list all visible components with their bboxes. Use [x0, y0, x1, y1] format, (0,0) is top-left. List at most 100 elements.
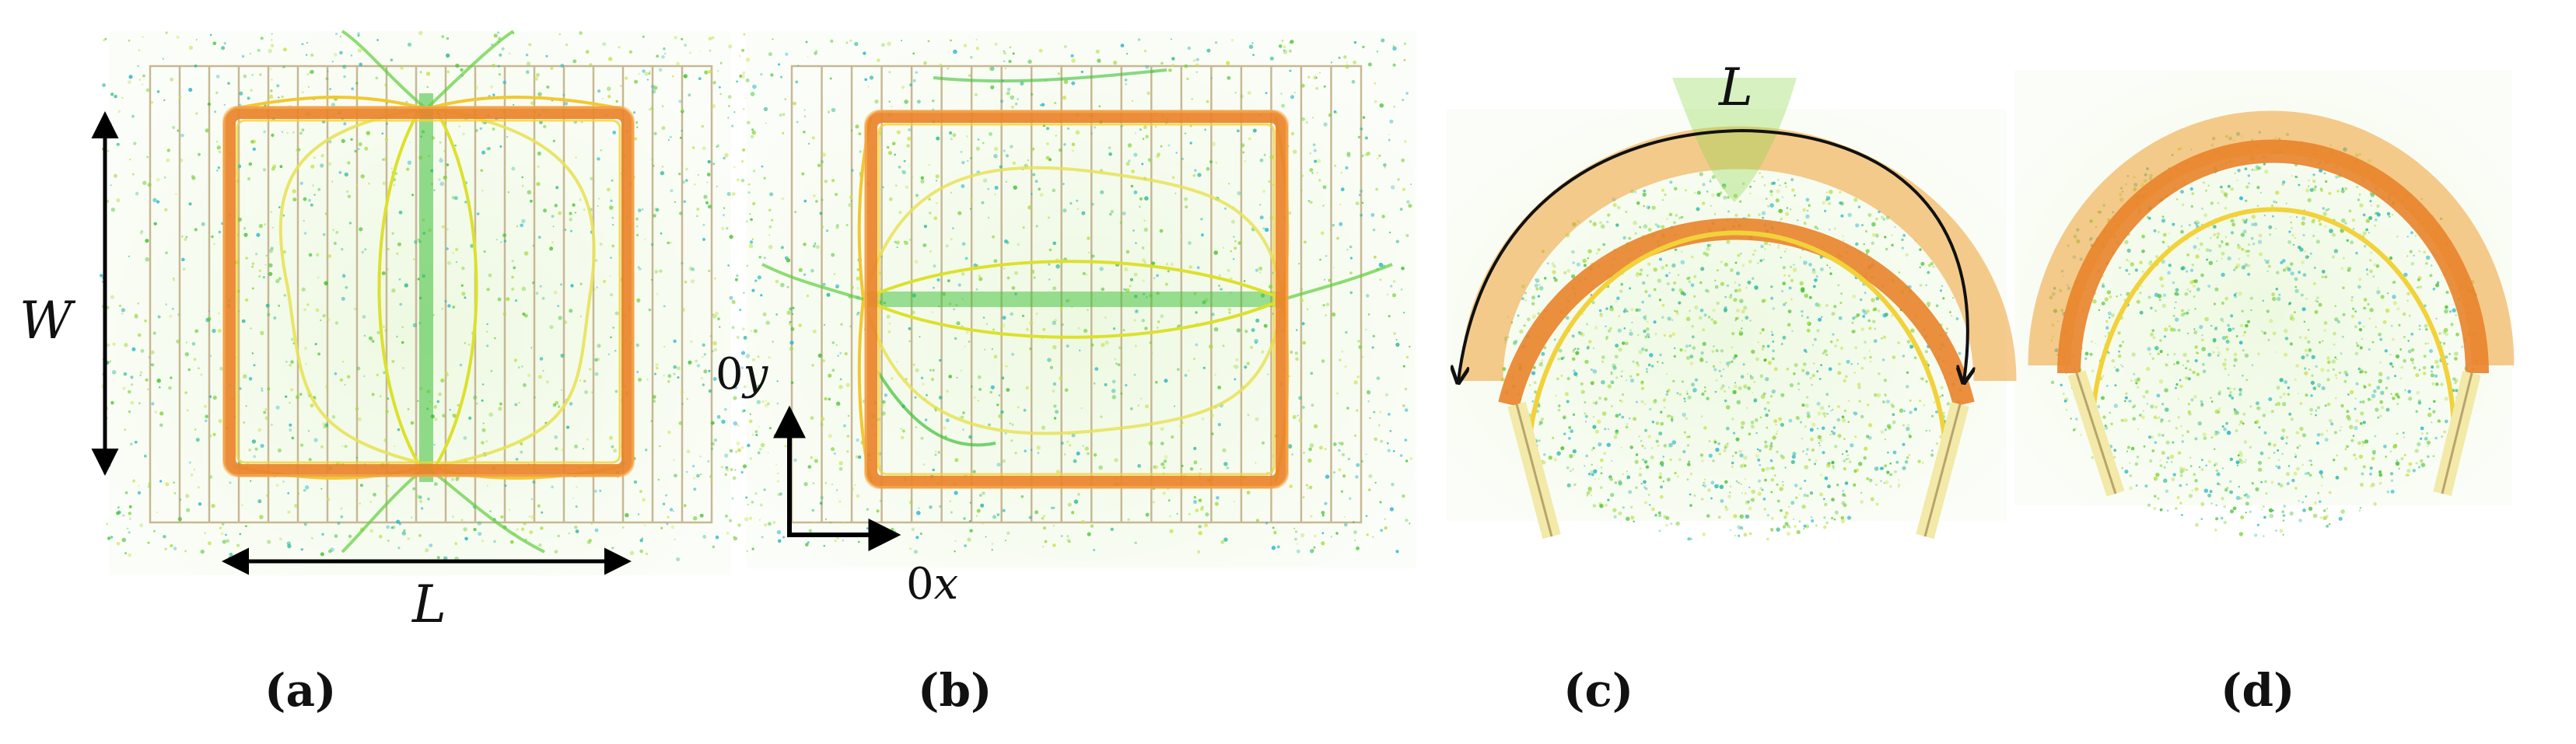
particle [245, 257, 248, 260]
particle [504, 484, 507, 487]
particle [327, 162, 332, 166]
particle [1940, 289, 1942, 292]
particle [331, 103, 335, 107]
particle [642, 35, 645, 38]
particle [731, 326, 735, 330]
particle [1513, 341, 1517, 345]
particle [1735, 308, 1740, 313]
particle [1670, 415, 1674, 419]
particle [148, 482, 152, 486]
particle [908, 340, 911, 342]
particle [2203, 213, 2208, 218]
particle [139, 231, 143, 236]
particle [568, 532, 570, 535]
particle [1222, 246, 1225, 249]
particle [2244, 167, 2248, 170]
particle [1825, 195, 1828, 197]
particle [564, 229, 567, 231]
particle [1576, 375, 1578, 378]
particle [188, 45, 194, 51]
particle [1712, 309, 1716, 313]
particle [1010, 312, 1013, 316]
particle [1356, 375, 1360, 379]
particle [1041, 103, 1045, 107]
particle [1289, 484, 1293, 488]
particle [1657, 444, 1661, 448]
particle [2213, 225, 2217, 229]
particle [376, 39, 379, 41]
particle [216, 169, 219, 172]
particle [1321, 532, 1325, 535]
particle [1727, 365, 1730, 368]
particle [1823, 526, 1827, 529]
particle [888, 197, 893, 201]
particle [1032, 173, 1036, 176]
particle [1811, 422, 1816, 427]
particle [1787, 309, 1792, 313]
particle [2375, 326, 2377, 328]
particle [1034, 510, 1039, 515]
particle [1662, 399, 1666, 403]
particle [517, 366, 520, 369]
particle [2290, 271, 2294, 276]
particle [2201, 334, 2203, 337]
particle [574, 444, 578, 449]
particle [239, 91, 243, 96]
particle [1761, 488, 1764, 491]
particle [116, 142, 120, 146]
particle [1671, 263, 1676, 268]
particle [205, 128, 209, 133]
particle [1538, 286, 1544, 291]
particle [670, 525, 675, 529]
particle [334, 534, 338, 539]
particle [632, 111, 636, 114]
particle [1667, 316, 1671, 321]
particle [1712, 365, 1716, 368]
particle [713, 348, 717, 352]
particle [1637, 308, 1641, 312]
particle [648, 308, 652, 312]
particle [1598, 442, 1602, 447]
particle [1623, 308, 1627, 312]
particle [1939, 396, 1942, 398]
particle [558, 211, 562, 215]
particle [1393, 332, 1396, 335]
particle [303, 522, 307, 526]
particle [2444, 419, 2448, 424]
particle [135, 441, 138, 444]
particle [1052, 543, 1056, 547]
particle [1405, 519, 1409, 522]
particle [130, 375, 134, 379]
particle [1592, 504, 1597, 508]
particle [402, 367, 404, 369]
particle [219, 150, 222, 153]
particle [1291, 453, 1293, 456]
particle [1668, 212, 1673, 217]
particle [765, 400, 768, 403]
particle [1384, 526, 1388, 530]
particle [1761, 176, 1764, 179]
particle [1671, 319, 1674, 321]
particle [1734, 382, 1737, 384]
particle [1699, 308, 1704, 313]
particle [1661, 266, 1665, 270]
particle [2443, 327, 2448, 333]
particle [2263, 259, 2266, 261]
particle [1712, 459, 1715, 463]
particle [1891, 243, 1894, 246]
particle [1860, 327, 1865, 331]
particle [988, 423, 991, 427]
particle [776, 380, 779, 382]
particle [747, 191, 751, 194]
particle [1599, 458, 1604, 463]
particle [481, 428, 486, 432]
particle [1799, 487, 1802, 491]
particle [1362, 45, 1365, 49]
particle [1933, 401, 1936, 403]
particle [963, 44, 968, 47]
particle [1362, 116, 1366, 119]
particle [1781, 290, 1783, 292]
particle [534, 176, 537, 180]
particle [952, 227, 954, 229]
particle [1268, 180, 1271, 183]
